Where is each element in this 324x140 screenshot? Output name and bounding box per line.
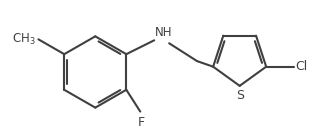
- Text: S: S: [236, 89, 244, 102]
- Text: Cl: Cl: [295, 60, 307, 73]
- Text: NH: NH: [155, 26, 173, 39]
- Text: CH$_3$: CH$_3$: [12, 32, 35, 47]
- Text: F: F: [138, 116, 145, 129]
